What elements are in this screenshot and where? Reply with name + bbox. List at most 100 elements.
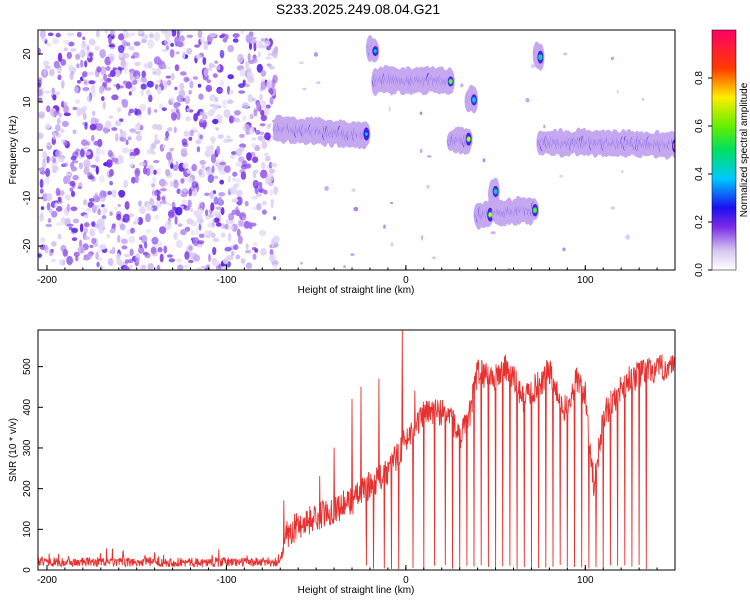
noise-speckle: [73, 251, 80, 257]
noise-speckle: [91, 89, 96, 97]
noise-speckle: [229, 154, 236, 160]
noise-speckle: [186, 108, 190, 112]
noise-speckle: [211, 165, 215, 174]
noise-speckle: [197, 30, 203, 39]
noise-speckle: [70, 190, 76, 197]
noise-speckle: [236, 120, 241, 124]
snr-x-label: Height of straight line (km): [298, 585, 415, 596]
noise-speckle: [127, 136, 132, 141]
noise-speckle: [103, 73, 108, 82]
track-blob: [364, 132, 368, 136]
noise-speckle: [43, 69, 47, 76]
noise-speckle: [264, 152, 269, 157]
noise-speckle: [260, 69, 267, 77]
noise-speckle: [122, 266, 130, 270]
noise-speckle: [273, 186, 279, 195]
noise-speckle: [226, 254, 234, 261]
noise-speckle: [165, 130, 170, 139]
noise-speckle: [269, 249, 274, 256]
noise-speckle: [195, 139, 202, 144]
noise-speckle: [252, 179, 259, 189]
noise-speckle: [151, 183, 156, 188]
noise-speckle: [39, 237, 46, 244]
noise-speckle: [138, 200, 142, 207]
noise-speckle: [211, 218, 216, 228]
noise-speckle: [314, 52, 318, 57]
noise-speckle: [45, 223, 53, 228]
spectrogram-noise-region: [38, 30, 645, 270]
noise-speckle: [421, 234, 424, 241]
noise-speckle: [170, 108, 177, 113]
noise-speckle: [122, 130, 127, 139]
noise-speckle: [83, 222, 90, 228]
noise-speckle: [117, 107, 122, 113]
noise-speckle: [38, 88, 43, 97]
noise-speckle: [92, 194, 100, 203]
noise-speckle: [169, 49, 175, 58]
noise-speckle: [176, 41, 184, 48]
noise-speckle: [273, 264, 277, 270]
snr-x-ticks: -200 -100 0 100: [37, 565, 676, 586]
noise-speckle: [189, 207, 194, 212]
noise-speckle: [205, 209, 209, 217]
noise-speckle: [154, 139, 160, 145]
noise-speckle: [120, 238, 128, 244]
noise-speckle: [106, 159, 113, 168]
noise-speckle: [188, 109, 194, 113]
noise-speckle: [161, 107, 167, 111]
noise-speckle: [220, 232, 226, 238]
noise-speckle: [136, 114, 143, 118]
noise-speckle: [153, 160, 160, 164]
noise-speckle: [180, 193, 188, 198]
noise-speckle: [97, 138, 103, 148]
noise-speckle: [69, 187, 74, 192]
noise-speckle: [254, 248, 259, 253]
noise-speckle: [147, 39, 155, 49]
noise-speckle: [212, 210, 221, 217]
noise-speckle: [154, 133, 158, 140]
noise-speckle: [244, 200, 249, 207]
noise-speckle: [166, 254, 173, 258]
noise-speckle: [95, 146, 101, 156]
noise-speckle: [225, 219, 230, 225]
noise-speckle: [271, 79, 276, 88]
noise-speckle: [146, 203, 150, 212]
noise-speckle: [145, 229, 152, 234]
noise-speckle: [165, 169, 171, 177]
x-tick-label: -100: [216, 575, 236, 586]
noise-speckle: [63, 47, 68, 52]
noise-speckle: [256, 63, 263, 73]
noise-speckle: [71, 237, 78, 242]
y-tick-label: -10: [22, 190, 33, 205]
y-tick-label: 500: [22, 358, 33, 375]
noise-speckle: [158, 242, 163, 247]
noise-speckle: [562, 247, 566, 252]
noise-speckle: [39, 170, 46, 175]
noise-speckle: [45, 123, 51, 130]
noise-speckle: [142, 251, 149, 256]
noise-speckle: [82, 105, 88, 111]
noise-speckle: [128, 235, 135, 244]
noise-speckle: [77, 80, 81, 84]
noise-speckle: [388, 106, 391, 112]
noise-speckle: [249, 113, 254, 120]
noise-speckle: [71, 227, 79, 233]
noise-speckle: [41, 162, 47, 169]
noise-speckle: [242, 216, 247, 221]
noise-speckle: [61, 120, 69, 127]
snr-line: [38, 330, 675, 570]
noise-speckle: [86, 207, 92, 212]
noise-speckle: [271, 238, 275, 248]
noise-speckle: [265, 104, 271, 109]
noise-speckle: [223, 109, 231, 118]
colorbar-tick-label: 0.2: [694, 215, 705, 229]
noise-speckle: [102, 211, 107, 216]
noise-speckle: [191, 230, 195, 235]
noise-speckle: [263, 189, 268, 195]
noise-speckle: [91, 110, 96, 117]
noise-speckle: [182, 51, 186, 60]
noise-speckle: [625, 234, 630, 240]
noise-speckle: [46, 105, 51, 113]
noise-speckle: [70, 71, 75, 75]
